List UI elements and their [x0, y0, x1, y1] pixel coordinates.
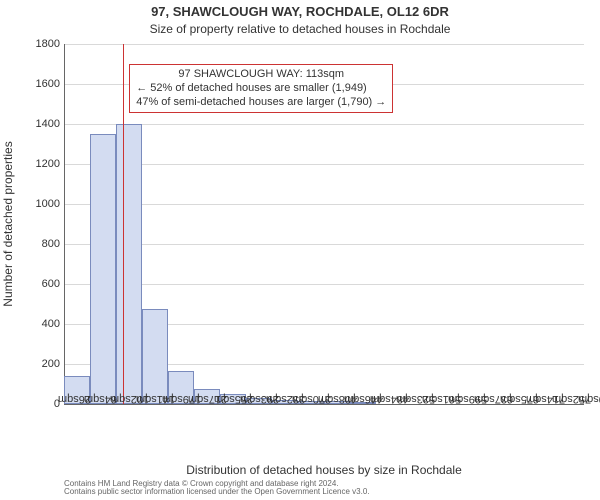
histogram-bar [90, 134, 116, 404]
y-tick-label: 600 [20, 278, 60, 290]
attribution-line-2: Contains public sector information licen… [64, 488, 584, 496]
attribution-text: Contains HM Land Registry data © Crown c… [64, 480, 584, 496]
annotation-line: ← 52% of detached houses are smaller (1,… [136, 82, 386, 96]
reference-line [123, 44, 124, 404]
y-tick-label: 1800 [20, 38, 60, 50]
annotation-line: 47% of semi-detached houses are larger (… [136, 96, 386, 110]
y-tick-label: 200 [20, 358, 60, 370]
y-tick-label: 1600 [20, 78, 60, 90]
gridline [64, 44, 584, 45]
x-axis-label: Distribution of detached houses by size … [64, 463, 584, 477]
y-axis-label: Number of detached properties [1, 141, 15, 306]
annotation-box: 97 SHAWCLOUGH WAY: 113sqm← 52% of detach… [129, 64, 393, 113]
gridline [64, 204, 584, 205]
y-tick-label: 1200 [20, 158, 60, 170]
gridline [64, 164, 584, 165]
gridline [64, 124, 584, 125]
y-axis-line [64, 44, 65, 404]
chart-container: 97, SHAWCLOUGH WAY, ROCHDALE, OL12 6DR S… [0, 0, 600, 500]
histogram-bar [142, 309, 168, 404]
y-tick-label: 800 [20, 238, 60, 250]
histogram-bar [116, 124, 142, 404]
chart-title-subtitle: Size of property relative to detached ho… [0, 22, 600, 36]
y-tick-label: 0 [20, 398, 60, 410]
gridline [64, 244, 584, 245]
chart-title-address: 97, SHAWCLOUGH WAY, ROCHDALE, OL12 6DR [0, 4, 600, 19]
gridline [64, 284, 584, 285]
annotation-line: 97 SHAWCLOUGH WAY: 113sqm [136, 68, 386, 82]
y-tick-label: 1400 [20, 118, 60, 130]
y-tick-label: 400 [20, 318, 60, 330]
y-tick-label: 1000 [20, 198, 60, 210]
plot-area: 97 SHAWCLOUGH WAY: 113sqm← 52% of detach… [64, 44, 584, 404]
